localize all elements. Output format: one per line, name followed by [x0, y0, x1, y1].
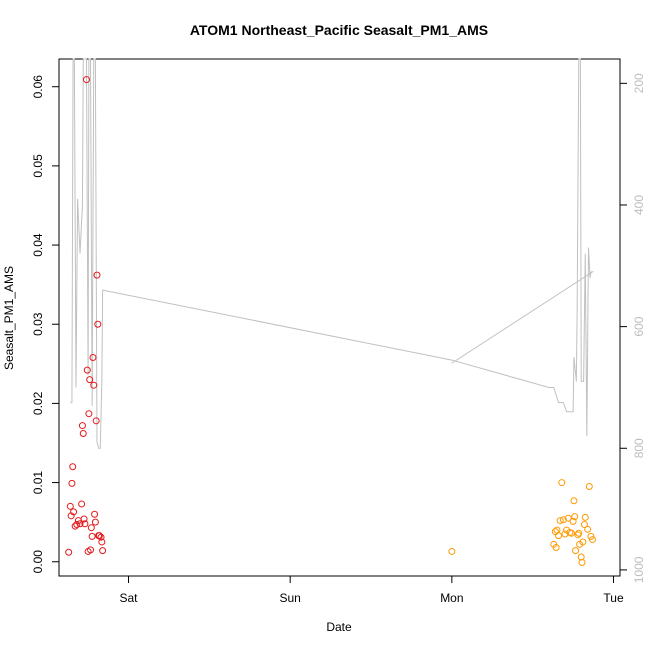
- data-point: [579, 538, 587, 546]
- data-point: [66, 502, 74, 510]
- y-tick-label: 0.05: [31, 154, 45, 178]
- data-point: [569, 517, 577, 525]
- data-point: [584, 525, 592, 533]
- y-tick-label: 0.04: [31, 233, 45, 257]
- data-point: [65, 548, 73, 556]
- data-point: [568, 529, 575, 537]
- data-point: [79, 429, 87, 437]
- data-point: [78, 422, 86, 430]
- data-point: [68, 479, 76, 487]
- x-tick-label: Sat: [120, 591, 139, 605]
- data-point: [571, 513, 579, 521]
- y-tick-label: 0.00: [31, 550, 45, 574]
- data-point: [85, 410, 93, 418]
- x-tick-label: Sun: [280, 591, 301, 605]
- plot-frame: [58, 58, 621, 577]
- data-point: [572, 547, 580, 555]
- x-axis: Sat Sun Mon Tue: [120, 576, 624, 605]
- y-tick-label: 0.02: [31, 391, 45, 415]
- data-point: [91, 518, 99, 526]
- data-point: [551, 528, 559, 536]
- data-point: [82, 76, 90, 84]
- data-point: [80, 515, 88, 523]
- data-point: [88, 532, 96, 540]
- data-point: [73, 521, 81, 529]
- data-point: [99, 547, 107, 555]
- y-axis: 0.00 0.01 0.02 0.03 0.04 0.05 0.06: [31, 75, 59, 574]
- x-tick-label: Tue: [603, 591, 624, 605]
- data-point: [448, 547, 456, 555]
- y2-tick-label: 400: [632, 195, 646, 215]
- x-tick-label: Mon: [440, 591, 463, 605]
- data-point: [555, 532, 563, 540]
- data-point: [581, 513, 589, 521]
- y2-line-path: [70, 58, 595, 449]
- data-point: [92, 417, 100, 425]
- data-point: [558, 479, 566, 487]
- data-point: [90, 381, 98, 389]
- data-point: [561, 530, 569, 538]
- y-tick-label: 0.06: [31, 75, 45, 99]
- scatter-points: [65, 76, 597, 567]
- data-point: [94, 320, 102, 328]
- data-point: [98, 538, 106, 546]
- x-axis-label: Date: [326, 620, 352, 634]
- data-point: [76, 520, 84, 528]
- data-point: [570, 497, 578, 505]
- y-tick-label: 0.01: [31, 471, 45, 495]
- data-point: [577, 553, 585, 561]
- data-point: [95, 532, 103, 540]
- data-point: [578, 559, 586, 567]
- data-point: [91, 510, 99, 518]
- chart-title: ATOM1 Northeast_Pacific Seasalt_PM1_AMS: [190, 22, 488, 38]
- data-point: [89, 353, 97, 361]
- data-point: [585, 483, 593, 491]
- y2-tick-label: 800: [632, 438, 646, 458]
- y-tick-label: 0.03: [31, 312, 45, 336]
- data-point: [556, 517, 564, 525]
- y2-tick-label: 200: [632, 73, 646, 93]
- y2-axis: 200 400 600 800 1000: [620, 73, 646, 583]
- y2-tick-label: 1000: [632, 556, 646, 583]
- data-point: [580, 521, 588, 529]
- y-axis-label: Seasalt_PM1_AMS: [2, 266, 16, 370]
- data-point: [87, 524, 95, 532]
- y2-line-series: [70, 58, 595, 449]
- data-point: [70, 508, 78, 516]
- data-point: [552, 544, 560, 551]
- data-point: [93, 271, 101, 279]
- data-point: [97, 533, 105, 541]
- data-point: [81, 520, 89, 528]
- data-point: [575, 529, 583, 537]
- data-point: [83, 366, 91, 374]
- data-point: [564, 514, 572, 522]
- data-point: [589, 536, 597, 544]
- data-point: [559, 516, 567, 524]
- y2-tick-label: 600: [632, 316, 646, 336]
- data-point: [86, 376, 94, 384]
- data-point: [87, 546, 95, 554]
- data-point: [69, 463, 77, 471]
- data-point: [78, 500, 86, 508]
